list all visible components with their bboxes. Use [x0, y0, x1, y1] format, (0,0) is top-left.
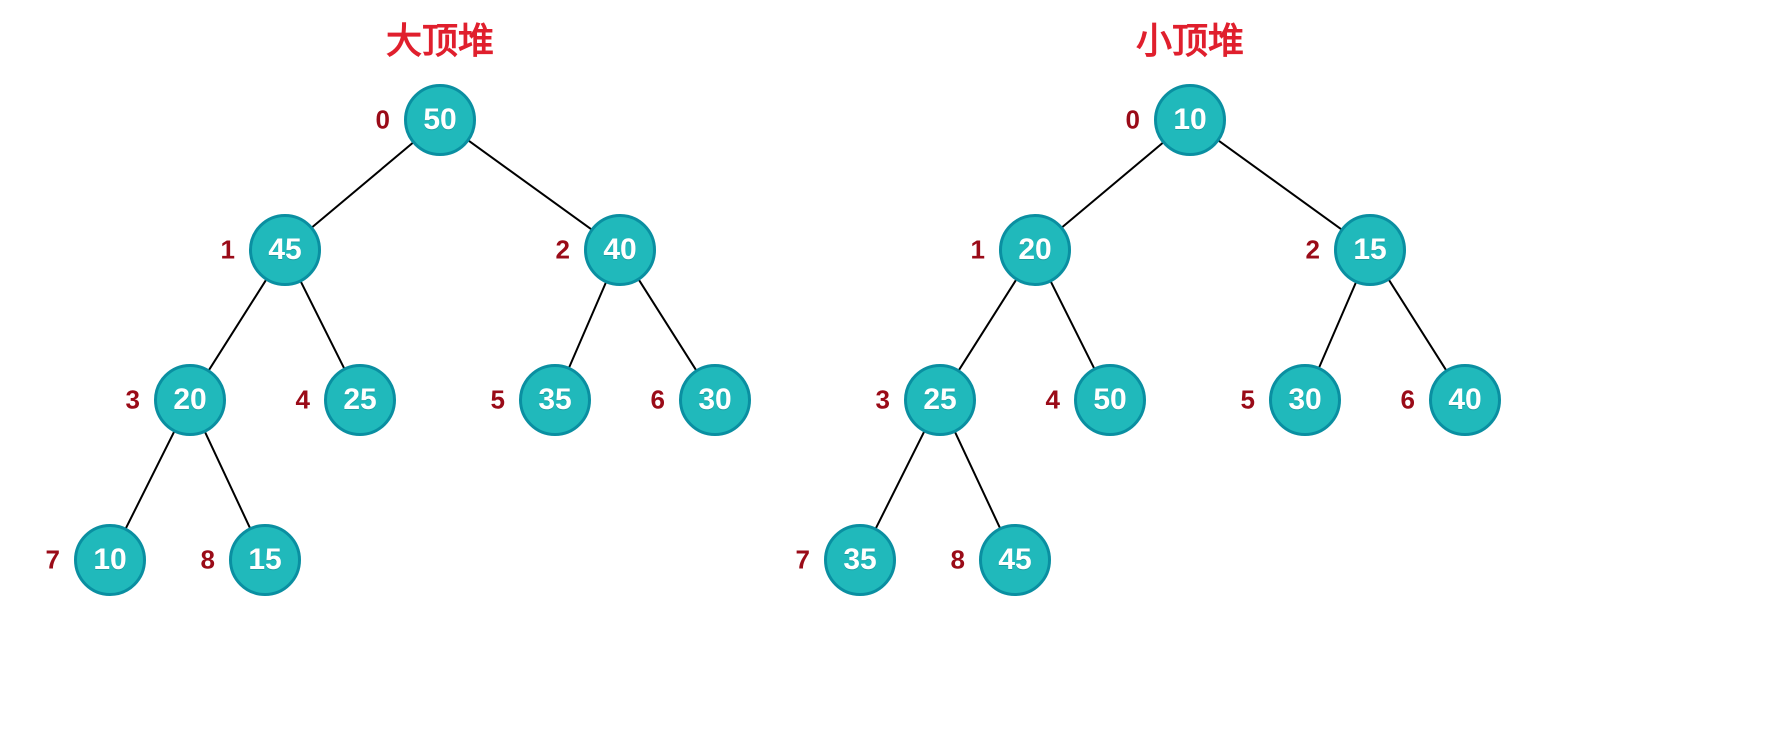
- min-heap-edge-3-7: [876, 432, 924, 528]
- max-heap-node-2-index: 2: [556, 235, 570, 266]
- min-heap-node-7: 35: [824, 524, 896, 596]
- diagram-canvas: { "canvas": { "width": 1789, "height": 7…: [0, 0, 1789, 734]
- max-heap-node-5-value: 35: [538, 383, 571, 417]
- min-heap-node-8-index: 8: [951, 545, 965, 576]
- min-heap-title: 小顶堆: [1136, 12, 1244, 64]
- min-heap-node-2-value: 15: [1353, 233, 1386, 267]
- min-heap-node-5: 30: [1269, 364, 1341, 436]
- max-heap-edge-0-1: [313, 143, 413, 227]
- max-heap-node-2-value: 40: [603, 233, 636, 267]
- min-heap-node-5-value: 30: [1288, 383, 1321, 417]
- max-heap-node-8: 15: [229, 524, 301, 596]
- min-heap-node-6-index: 6: [1401, 385, 1415, 416]
- max-heap-edge-0-2: [469, 141, 591, 229]
- min-heap-node-4-value: 50: [1093, 383, 1126, 417]
- min-heap-node-7-index: 7: [796, 545, 810, 576]
- min-heap-node-8: 45: [979, 524, 1051, 596]
- max-heap-edge-2-5: [569, 283, 605, 367]
- max-heap-edge-2-6: [639, 280, 695, 369]
- max-heap-node-5-index: 5: [491, 385, 505, 416]
- min-heap-node-1-value: 20: [1018, 233, 1051, 267]
- min-heap-node-1-index: 1: [971, 235, 985, 266]
- min-heap-node-2: 15: [1334, 214, 1406, 286]
- max-heap-node-3: 20: [154, 364, 226, 436]
- max-heap-edge-1-4: [301, 282, 344, 368]
- min-heap-node-4-index: 4: [1046, 385, 1060, 416]
- min-heap-node-7-value: 35: [843, 543, 876, 577]
- max-heap-node-4-index: 4: [296, 385, 310, 416]
- max-heap-title: 大顶堆: [386, 12, 494, 64]
- max-heap-node-2: 40: [584, 214, 656, 286]
- min-heap-edge-0-1: [1063, 143, 1163, 227]
- max-heap-node-0: 50: [404, 84, 476, 156]
- max-heap-node-0-index: 0: [376, 105, 390, 136]
- max-heap-node-8-index: 8: [201, 545, 215, 576]
- min-heap-node-4: 50: [1074, 364, 1146, 436]
- max-heap-node-6: 30: [679, 364, 751, 436]
- max-heap-node-5: 35: [519, 364, 591, 436]
- max-heap-edge-3-7: [126, 432, 174, 528]
- min-heap-node-3: 25: [904, 364, 976, 436]
- min-heap-edge-1-3: [959, 280, 1015, 369]
- min-heap-node-8-value: 45: [998, 543, 1031, 577]
- max-heap-node-1-index: 1: [221, 235, 235, 266]
- max-heap-node-1-value: 45: [268, 233, 301, 267]
- min-heap-node-3-index: 3: [876, 385, 890, 416]
- edges-layer: [0, 0, 1789, 734]
- max-heap-node-4: 25: [324, 364, 396, 436]
- max-heap-node-7-value: 10: [93, 543, 126, 577]
- max-heap-node-6-value: 30: [698, 383, 731, 417]
- max-heap-node-4-value: 25: [343, 383, 376, 417]
- max-heap-edge-3-8: [205, 433, 249, 528]
- min-heap-edge-0-2: [1219, 141, 1341, 229]
- max-heap-node-7: 10: [74, 524, 146, 596]
- max-heap-node-6-index: 6: [651, 385, 665, 416]
- min-heap-node-0: 10: [1154, 84, 1226, 156]
- min-heap-node-1: 20: [999, 214, 1071, 286]
- max-heap-node-7-index: 7: [46, 545, 60, 576]
- max-heap-node-1: 45: [249, 214, 321, 286]
- min-heap-node-3-value: 25: [923, 383, 956, 417]
- max-heap-node-8-value: 15: [248, 543, 281, 577]
- min-heap-edge-3-8: [955, 433, 999, 528]
- min-heap-node-2-index: 2: [1306, 235, 1320, 266]
- min-heap-node-5-index: 5: [1241, 385, 1255, 416]
- min-heap-edge-2-5: [1319, 283, 1355, 367]
- min-heap-node-6-value: 40: [1448, 383, 1481, 417]
- min-heap-edge-1-4: [1051, 282, 1094, 368]
- min-heap-edge-2-6: [1389, 280, 1445, 369]
- max-heap-edge-1-3: [209, 280, 265, 369]
- max-heap-node-3-index: 3: [126, 385, 140, 416]
- min-heap-node-6: 40: [1429, 364, 1501, 436]
- max-heap-node-0-value: 50: [423, 103, 456, 137]
- min-heap-node-0-index: 0: [1126, 105, 1140, 136]
- max-heap-node-3-value: 20: [173, 383, 206, 417]
- min-heap-node-0-value: 10: [1173, 103, 1206, 137]
